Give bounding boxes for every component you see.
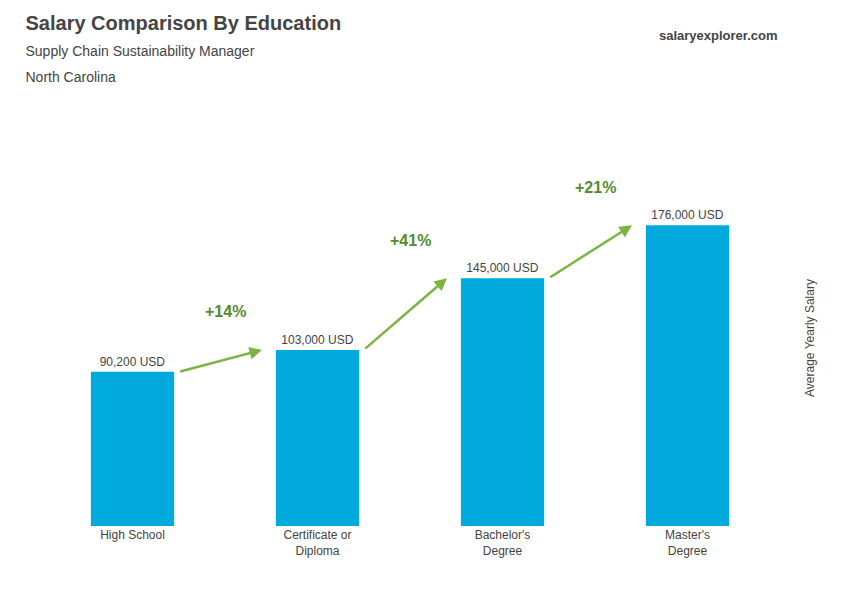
svg-text:High School: High School	[100, 528, 165, 542]
svg-text:176,000 USD: 176,000 USD	[651, 208, 723, 222]
svg-text:+21%: +21%	[575, 179, 616, 196]
svg-text:103,000 USD: 103,000 USD	[281, 333, 353, 347]
svg-text:salaryexplorer.com: salaryexplorer.com	[659, 28, 778, 43]
svg-text:Average Yearly Salary: Average Yearly Salary	[803, 279, 817, 397]
svg-text:Bachelor'sDegree: Bachelor'sDegree	[475, 528, 531, 558]
svg-text:+14%: +14%	[205, 303, 246, 320]
svg-text:+41%: +41%	[390, 232, 431, 249]
svg-text:Certificate orDiploma: Certificate orDiploma	[283, 528, 351, 558]
svg-text:90,200 USD: 90,200 USD	[100, 355, 166, 369]
svg-text:145,000 USD: 145,000 USD	[466, 261, 538, 275]
svg-text:Salary Comparison By Education: Salary Comparison By EducationSupply Cha…	[26, 12, 342, 85]
svg-text:Master'sDegree: Master'sDegree	[665, 528, 710, 558]
